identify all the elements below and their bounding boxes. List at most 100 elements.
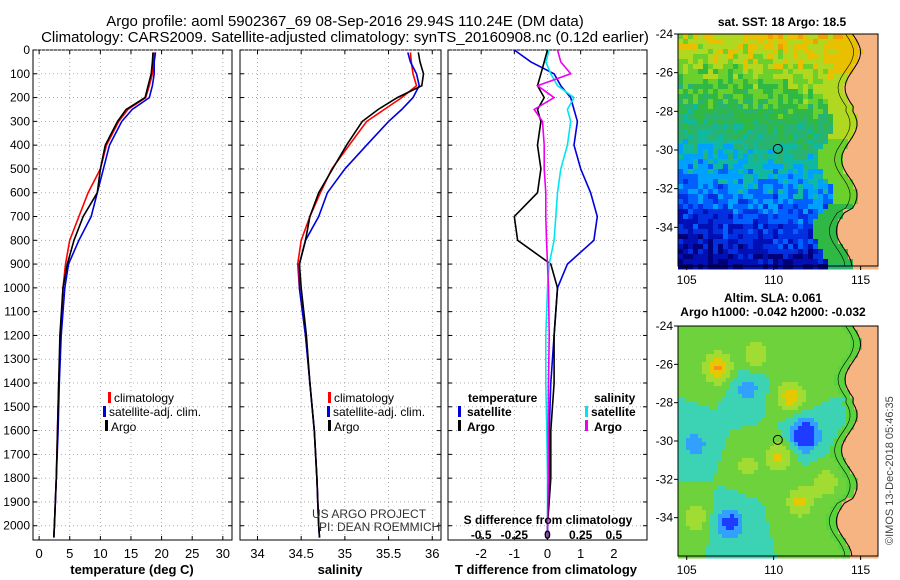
- sla-map-cell: [718, 358, 723, 363]
- sst-map-cell: [743, 44, 749, 50]
- sla-map-cell: [870, 370, 875, 375]
- sla-map-cell: [782, 422, 787, 427]
- sla-map-cell: [814, 446, 819, 451]
- sla-map-cell: [730, 338, 735, 343]
- sst-map-cell: [808, 154, 814, 160]
- sla-map-cell: [790, 522, 795, 527]
- sla-map-cell: [850, 490, 855, 495]
- sst-map-cell: [738, 219, 744, 225]
- sla-map-cell: [766, 378, 771, 383]
- sst-map-cell: [868, 34, 874, 40]
- sla-map-cell: [702, 506, 707, 511]
- sst-map-cell: [693, 209, 699, 215]
- sla-map-cell: [778, 326, 783, 331]
- sla-map-cell: [762, 470, 767, 475]
- sla-map-cell: [854, 462, 859, 467]
- sla-map-cell: [698, 470, 703, 475]
- sst-map-cell: [793, 74, 799, 80]
- sst-map-cell: [793, 109, 799, 115]
- sla-map-cell: [682, 434, 687, 439]
- sst-map-cell: [848, 189, 854, 195]
- sla-map-cell: [706, 482, 711, 487]
- sla-map-cell: [798, 414, 803, 419]
- sla-map-cell: [742, 474, 747, 479]
- sst-map-cell: [783, 69, 789, 75]
- sla-map-cell: [722, 482, 727, 487]
- sla-map-cell: [830, 358, 835, 363]
- sla-map-cell: [742, 522, 747, 527]
- sst-map-cell: [738, 114, 744, 120]
- sst-map-cell: [818, 194, 824, 200]
- sst-map-cell: [783, 264, 789, 270]
- sst-map-cell: [853, 244, 859, 250]
- sla-map-cell: [806, 454, 811, 459]
- sst-map-cell: [713, 169, 719, 175]
- sla-map-cell: [694, 370, 699, 375]
- sla-map-cell: [802, 470, 807, 475]
- sst-map-cell: [753, 84, 759, 90]
- sla-map-cell: [774, 426, 779, 431]
- sla-map-cell: [746, 482, 751, 487]
- sla-map-cell: [850, 494, 855, 499]
- sla-map-cell: [714, 394, 719, 399]
- sst-map-cell: [688, 129, 694, 135]
- sla-map-cell: [874, 514, 879, 519]
- sst-map-cell: [683, 69, 689, 75]
- sst-map-cell: [863, 49, 869, 55]
- sla-map-cell: [842, 398, 847, 403]
- sla-map-cell: [766, 526, 771, 531]
- sla-map-cell: [786, 330, 791, 335]
- sla-map-cell: [762, 426, 767, 431]
- sla-map-cell: [806, 422, 811, 427]
- sst-map-cell: [828, 169, 834, 175]
- sst-map-cell: [718, 204, 724, 210]
- sla-map-cell: [758, 498, 763, 503]
- sla-map-cell: [838, 502, 843, 507]
- sla-map-cell: [678, 542, 683, 547]
- sst-map-cell: [728, 109, 734, 115]
- sla-map-cell: [790, 390, 795, 395]
- sla-map-cell: [858, 418, 863, 423]
- sla-map-cell: [838, 466, 843, 471]
- sla-map-cell: [798, 386, 803, 391]
- sla-map-cell: [678, 454, 683, 459]
- sla-map-cell: [746, 422, 751, 427]
- sst-map-cell: [698, 204, 704, 210]
- sla-map-cell: [678, 346, 683, 351]
- sst-map-cell: [803, 139, 809, 145]
- legend-swatch-climatology: [328, 392, 331, 403]
- sla-map-cell: [818, 430, 823, 435]
- sst-map-cell: [768, 129, 774, 135]
- sla-map-cell: [710, 414, 715, 419]
- sst-map-cell: [828, 229, 834, 235]
- sla-map-cell: [778, 530, 783, 535]
- sla-map-cell: [814, 358, 819, 363]
- sla-map-cell: [822, 530, 827, 535]
- sst-map-cell: [728, 39, 734, 45]
- sla-map-cell: [718, 534, 723, 539]
- sla-map-cell: [742, 482, 747, 487]
- sla-map-cell: [726, 526, 731, 531]
- sst-map-cell: [678, 84, 684, 90]
- sst-map-cell: [773, 69, 779, 75]
- sla-map-cell: [870, 362, 875, 367]
- sla-map-cell: [754, 486, 759, 491]
- sla-map-cell: [722, 362, 727, 367]
- sst-map-cell: [728, 199, 734, 205]
- sst-map-cell: [853, 69, 859, 75]
- sst-map-cell: [723, 54, 729, 60]
- sst-map-cell: [743, 64, 749, 70]
- depth-tick-label: 600: [10, 186, 30, 200]
- sla-map-cell: [806, 434, 811, 439]
- sst-map-cell: [813, 254, 819, 260]
- sst-map-cell: [758, 239, 764, 245]
- sla-map-cell: [706, 514, 711, 519]
- sst-map-cell: [863, 89, 869, 95]
- sla-map-cell: [810, 498, 815, 503]
- sla-map-cell: [798, 354, 803, 359]
- sla-map-cell: [698, 438, 703, 443]
- sst-map-cell: [788, 109, 794, 115]
- sst-map-cell: [773, 249, 779, 255]
- sla-map-cell: [766, 414, 771, 419]
- sla-map-cell: [830, 390, 835, 395]
